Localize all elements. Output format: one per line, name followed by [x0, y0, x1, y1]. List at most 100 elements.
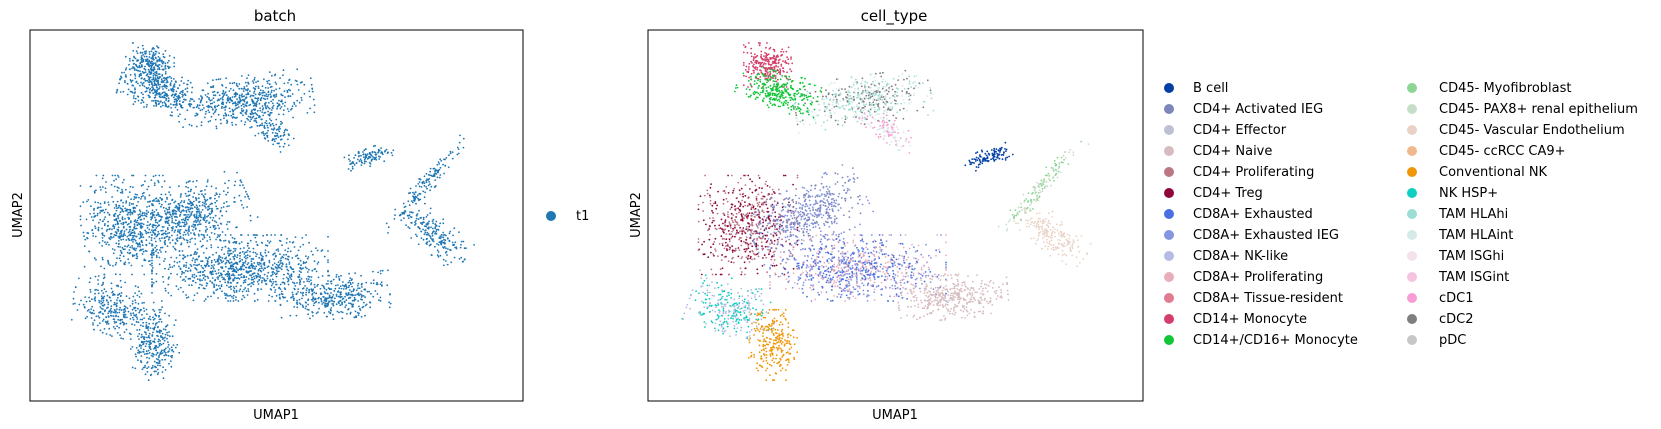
batch-point — [157, 230, 160, 233]
batch-point — [158, 202, 161, 205]
batch-point — [417, 243, 420, 246]
batch-point — [440, 159, 443, 162]
batch-point — [437, 229, 440, 231]
batch-point — [114, 311, 116, 314]
batch-point — [133, 69, 136, 71]
batch-point — [320, 250, 323, 252]
batch-point — [343, 300, 346, 303]
batch-point — [166, 61, 169, 64]
batch-point — [152, 340, 154, 343]
batch-point — [287, 269, 290, 272]
batch-point — [323, 304, 326, 307]
batch-point — [228, 221, 231, 223]
batch-point — [147, 185, 150, 188]
batch-point — [195, 211, 198, 213]
batch-point — [249, 270, 252, 273]
batch-point — [302, 305, 304, 308]
batch-point — [102, 313, 104, 315]
batch-point — [343, 156, 346, 159]
batch-point — [259, 99, 262, 102]
batch-point — [208, 212, 211, 215]
batch-point — [254, 300, 256, 302]
batch-point — [121, 235, 123, 238]
batch-point — [168, 208, 171, 211]
batch-point — [307, 303, 309, 306]
cell-type-point — [751, 62, 753, 64]
batch-point — [258, 93, 260, 95]
batch-point — [99, 218, 102, 221]
batch-point — [128, 262, 131, 264]
batch-point — [129, 333, 132, 336]
batch-point — [267, 129, 269, 132]
batch-point — [443, 158, 445, 161]
batch-point — [89, 213, 91, 215]
batch-point — [159, 215, 162, 218]
cell-type-point — [825, 107, 828, 110]
batch-point — [240, 285, 242, 287]
batch-point — [88, 296, 90, 299]
batch-point — [129, 318, 132, 320]
batch-point — [332, 313, 334, 316]
batch-point — [183, 93, 186, 95]
batch-point — [438, 176, 441, 179]
batch-point — [105, 230, 108, 232]
batch-point — [144, 90, 147, 93]
batch-point — [148, 224, 151, 227]
batch-point — [167, 228, 169, 231]
batch-point — [182, 218, 185, 221]
batch-point — [271, 102, 274, 105]
batch-point — [163, 180, 166, 183]
batch-point — [195, 185, 197, 188]
batch-point — [142, 248, 144, 251]
batch-point — [156, 225, 159, 228]
batch-point — [315, 300, 318, 303]
batch-point — [239, 247, 242, 250]
batch-point — [273, 135, 276, 137]
batch-point — [206, 82, 209, 85]
batch-point — [366, 158, 369, 160]
batch-point — [245, 190, 247, 193]
batch-point — [248, 283, 251, 285]
batch-point — [252, 82, 255, 84]
batch-point — [158, 360, 161, 363]
batch-point — [147, 379, 150, 382]
batch-point — [178, 205, 181, 207]
batch-point — [293, 306, 296, 308]
batch-point — [159, 240, 162, 242]
batch-point — [129, 74, 132, 76]
batch-point — [122, 90, 125, 93]
batch-point — [339, 285, 342, 287]
batch-point — [101, 237, 104, 239]
batch-point — [443, 264, 445, 267]
cell-type-point — [853, 114, 856, 116]
batch-point — [115, 205, 118, 208]
batch-point — [362, 151, 364, 153]
batch-point — [422, 181, 424, 184]
batch-point — [306, 267, 308, 270]
batch-point — [183, 256, 186, 258]
batch-point — [145, 350, 148, 353]
batch-point — [115, 203, 117, 206]
batch-point — [212, 91, 214, 94]
batch-point — [327, 261, 329, 264]
batch-point — [146, 227, 149, 229]
batch-point — [202, 277, 205, 280]
batch-point — [213, 267, 215, 270]
batch-point — [151, 203, 153, 205]
batch-point — [270, 100, 273, 103]
batch-point — [235, 107, 238, 110]
batch-point — [201, 274, 204, 276]
batch-point — [269, 240, 272, 243]
batch-point — [408, 227, 411, 230]
batch-point — [209, 120, 212, 122]
batch-point — [280, 120, 282, 123]
batch-point — [426, 231, 429, 234]
batch-point — [151, 60, 154, 63]
batch-point — [142, 93, 144, 96]
batch-point — [167, 277, 170, 280]
batch-point — [144, 196, 146, 199]
batch-point — [259, 252, 262, 254]
batch-point — [168, 99, 170, 102]
batch-point — [92, 309, 95, 312]
batch-point — [152, 327, 154, 330]
